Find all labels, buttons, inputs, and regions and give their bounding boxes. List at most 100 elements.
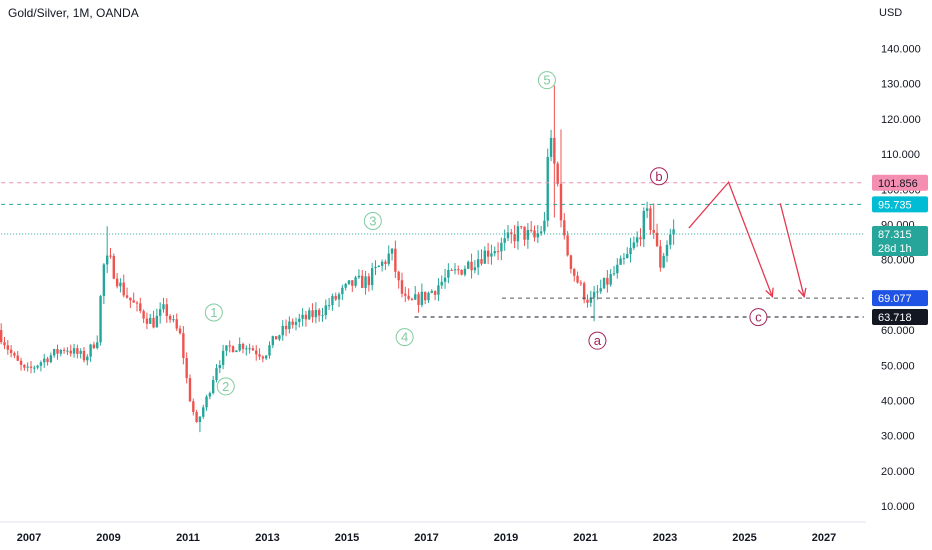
candle [529, 221, 533, 233]
candle-body [642, 210, 645, 240]
candle-body [569, 255, 573, 269]
candle [162, 297, 165, 313]
candle [165, 298, 168, 323]
price-axis[interactable]: USD140.000130.000120.000110.000100.00090… [879, 7, 921, 513]
candle-body [380, 261, 384, 266]
candle [390, 248, 394, 261]
candle [62, 347, 66, 354]
candle [566, 231, 569, 257]
candle-body [473, 267, 477, 271]
candle [235, 349, 238, 353]
candle [486, 242, 490, 265]
horizontal-lines-layer [1, 182, 864, 318]
candle [99, 294, 102, 346]
candle-body [162, 304, 165, 310]
candle-body [152, 317, 155, 328]
candle [443, 268, 447, 289]
candle [39, 360, 43, 372]
candle [533, 225, 536, 242]
candle-body [43, 358, 46, 363]
projection-layer [688, 181, 807, 299]
candle [102, 263, 106, 305]
candle-body [284, 325, 288, 330]
candle [414, 286, 417, 301]
candle [397, 270, 400, 289]
candle [228, 340, 231, 353]
y-tick-label: 80.000 [881, 255, 915, 267]
candle-body [3, 342, 6, 346]
candle-body [351, 280, 354, 286]
wave-label-a: a [588, 331, 607, 350]
wave-label-4: 4 [395, 328, 414, 347]
candle-body [182, 333, 185, 359]
candle-body [33, 367, 36, 369]
candle-body [467, 261, 470, 269]
x-tick-label: 2013 [255, 532, 279, 544]
candle-body [185, 358, 188, 379]
candle-body [331, 295, 334, 306]
candle [221, 344, 225, 370]
candle [145, 312, 149, 330]
candle-body [172, 319, 175, 321]
candle-body [563, 220, 566, 236]
price-tag: 63.718 [872, 309, 928, 326]
candle [168, 314, 172, 323]
candle-body [616, 264, 619, 274]
candle [264, 355, 268, 361]
candle-body [394, 248, 397, 272]
candle [304, 310, 308, 327]
candle [510, 228, 513, 244]
candle-body [0, 330, 3, 343]
candle-body [39, 362, 43, 366]
candle-body [622, 258, 626, 260]
candle [536, 225, 539, 243]
candle-body [549, 137, 553, 157]
candle [582, 281, 586, 304]
candle-body [46, 358, 49, 363]
candle [225, 345, 228, 356]
candle [430, 289, 433, 294]
candle [92, 341, 96, 350]
candle-body [480, 259, 483, 264]
candle-body [390, 248, 394, 254]
candle [344, 282, 347, 291]
wave-label-text: 2 [222, 379, 229, 394]
projection-arrowhead [765, 287, 774, 299]
candle-body [304, 314, 308, 320]
candle [626, 247, 629, 259]
candle-body [503, 238, 506, 243]
candle [82, 346, 86, 363]
wave-label-circle [363, 211, 382, 230]
candle [341, 284, 344, 301]
candle-body [470, 261, 473, 271]
candle [453, 263, 457, 275]
price-tag: 87.315 28d 1h [872, 225, 928, 256]
candle [387, 245, 390, 267]
candle [208, 391, 212, 400]
candle [294, 317, 298, 331]
candle-body [513, 234, 516, 242]
candle [394, 240, 397, 278]
candle [629, 237, 632, 263]
candle-body [337, 294, 341, 300]
candle-body [245, 348, 248, 350]
candle [361, 269, 364, 289]
candle-body [281, 325, 284, 336]
candle-body [553, 137, 556, 164]
candle-body [341, 287, 344, 295]
candle [559, 129, 563, 228]
candle [112, 253, 115, 280]
candle-body [274, 336, 278, 340]
candle [573, 268, 576, 282]
candle [251, 345, 255, 351]
candle-body [109, 255, 112, 257]
wave-label-text: 3 [369, 213, 376, 228]
candle-body [36, 365, 39, 368]
candle [546, 148, 549, 227]
time-axis[interactable]: 2007 2009 2011 2013 2015 2017 2019 2021 2023 2025… [0, 521, 866, 544]
candle [599, 279, 602, 295]
candle-body [105, 255, 109, 265]
candle-body [437, 285, 440, 295]
candle [36, 364, 39, 370]
